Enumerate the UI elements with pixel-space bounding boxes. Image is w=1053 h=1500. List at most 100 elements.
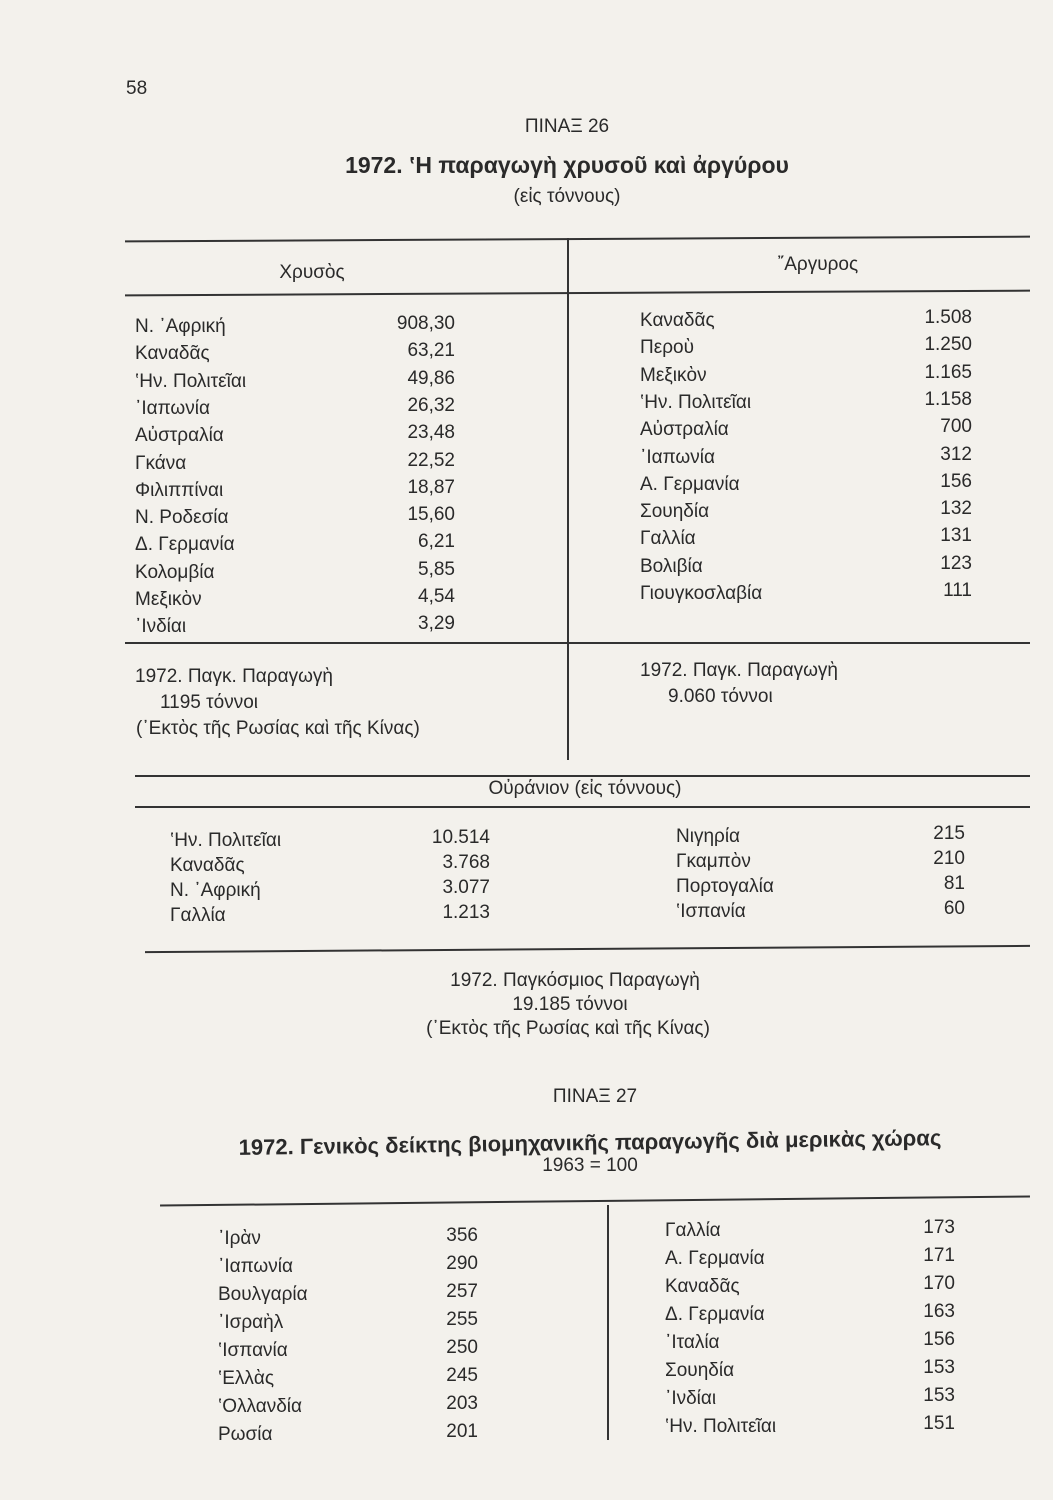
rule xyxy=(125,289,1030,296)
row-value: 153 xyxy=(923,1385,955,1406)
row-value: 700 xyxy=(940,416,972,438)
uranium-total-line: 19.185 τόννοι xyxy=(512,994,628,1015)
row-country: ‛Ολλανδία xyxy=(218,1396,302,1417)
row-value: 201 xyxy=(446,1421,478,1442)
row-country: ‛Ην. Πολιτεῖαι xyxy=(170,830,282,851)
row-country: ᾿Ιαπωνία xyxy=(640,446,715,468)
row-country: Φιλιππίναι xyxy=(135,479,224,501)
row-country: ᾿Ιρὰν xyxy=(218,1228,261,1249)
row-country: ‛Ην. Πολιτεῖαι xyxy=(665,1416,777,1437)
row-value: 245 xyxy=(446,1365,478,1386)
row-value: 153 xyxy=(923,1357,955,1378)
row-value: 1.165 xyxy=(924,361,972,383)
row-country: Καναδᾶς xyxy=(135,343,210,365)
row-country: Αὐστραλία xyxy=(640,419,729,441)
row-value: 257 xyxy=(446,1281,478,1302)
row-value: 250 xyxy=(446,1337,478,1358)
row-value: 156 xyxy=(923,1329,955,1350)
row-country: Γαλλία xyxy=(170,905,226,926)
row-country: Πορτογαλία xyxy=(676,876,774,897)
row-value: 356 xyxy=(446,1225,478,1246)
row-value: 170 xyxy=(923,1273,955,1294)
row-country: Γκαμπὸν xyxy=(676,851,751,872)
row-country: Ν. Ροδεσία xyxy=(135,507,229,529)
row-value: 111 xyxy=(943,580,972,601)
row-value: 10.514 xyxy=(431,827,490,848)
rule xyxy=(125,642,1030,644)
row-country: Ν. ᾿Αφρική xyxy=(170,880,261,901)
row-country: Γαλλία xyxy=(640,528,696,550)
uranium-header: Οὐράνιον (εἰς τόννους) xyxy=(488,778,682,799)
column-divider xyxy=(567,238,569,760)
row-value: 151 xyxy=(923,1413,955,1434)
row-country: Περοὺ xyxy=(640,337,694,359)
row-country: Γιουγκοσλαβία xyxy=(640,583,763,604)
row-value: 131 xyxy=(940,525,972,547)
row-country: Ρωσία xyxy=(218,1424,273,1445)
row-country: Μεξικὸν xyxy=(135,589,202,610)
row-country: ᾿Ιαπωνία xyxy=(135,397,210,419)
row-country: Δ. Γερμανία xyxy=(135,534,235,556)
gold-header: Χρυσὸς xyxy=(279,262,345,283)
row-value: 132 xyxy=(940,498,972,520)
gold-total-line: (᾿Εκτὸς τῆς Ρωσίας καὶ τῆς Κίνας) xyxy=(136,718,420,739)
rule xyxy=(160,1195,1030,1207)
row-value: 156 xyxy=(940,470,972,492)
row-country: Κολομβία xyxy=(135,561,215,583)
row-value: 210 xyxy=(933,848,965,869)
row-value: 63,21 xyxy=(407,340,455,362)
row-value: 60 xyxy=(943,898,965,919)
row-value: 15,60 xyxy=(407,504,455,526)
table26-subtitle: (εἰς τόννους) xyxy=(513,186,621,207)
row-value: 215 xyxy=(933,823,965,844)
row-country: ᾿Ινδίαι xyxy=(665,1388,717,1409)
row-country: Γαλλία xyxy=(665,1220,721,1241)
row-country: Βουλγαρία xyxy=(218,1284,308,1305)
uranium-total-line: (᾿Εκτὸς τῆς Ρωσίας καὶ τῆς Κίνας) xyxy=(426,1018,710,1039)
row-value: 1.508 xyxy=(924,307,972,328)
row-country: ‛Ην. Πολιτεῖαι xyxy=(640,391,752,413)
row-value: 1.213 xyxy=(442,902,490,923)
row-value: 1.158 xyxy=(924,388,972,410)
row-country: Νιγηρία xyxy=(676,826,741,847)
row-value: 312 xyxy=(940,443,972,465)
row-value: 171 xyxy=(923,1245,955,1266)
row-country: Καναδᾶς xyxy=(640,310,715,331)
row-value: 203 xyxy=(446,1393,478,1414)
row-value: 173 xyxy=(923,1217,955,1238)
row-country: ᾿Ισραὴλ xyxy=(218,1312,284,1333)
row-value: 255 xyxy=(446,1309,478,1330)
silver-total-line: 1972. Παγκ. Παραγωγὴ xyxy=(640,660,838,681)
table27-subtitle: 1963 = 100 xyxy=(542,1155,638,1176)
row-value: 908,30 xyxy=(396,313,455,334)
page-number: 58 xyxy=(126,78,148,99)
row-country: Γκάνα xyxy=(135,452,187,474)
row-value: 290 xyxy=(446,1253,478,1274)
row-country: ‛Ισπανία xyxy=(676,901,746,922)
row-country: ᾿Ιταλία xyxy=(665,1332,720,1353)
gold-total-line: 1195 τόννοι xyxy=(160,692,258,713)
rule xyxy=(125,235,1030,242)
row-value: 23,48 xyxy=(407,422,455,444)
row-country: Σουηδία xyxy=(640,501,710,523)
row-value: 3,29 xyxy=(418,613,455,635)
table26-title: 1972. ‛Η παραγωγὴ χρυσοῦ καὶ ἀργύρου xyxy=(345,152,789,178)
row-value: 4,54 xyxy=(418,586,455,607)
row-value: 123 xyxy=(940,552,972,574)
row-country: ᾿Ιαπωνία xyxy=(218,1256,293,1277)
row-value: 49,86 xyxy=(407,367,455,389)
row-value: 22,52 xyxy=(407,449,455,471)
table27-label: ΠΙΝΑΞ 27 xyxy=(552,1086,638,1107)
row-country: Α. Γερμανία xyxy=(665,1248,765,1269)
row-country: Α. Γερμανία xyxy=(640,473,740,495)
row-country: ‛Ελλὰς xyxy=(218,1368,275,1389)
row-country: ‛Ισπανία xyxy=(218,1340,288,1361)
row-value: 6,21 xyxy=(418,531,455,553)
row-country: Βολιβία xyxy=(640,555,703,577)
row-country: ᾿Ινδίαι xyxy=(135,616,187,638)
row-country: Καναδᾶς xyxy=(665,1276,740,1297)
row-country: Σουηδία xyxy=(665,1360,735,1381)
rule xyxy=(135,806,1030,808)
row-country: ‛Ην. Πολιτεῖαι xyxy=(135,370,247,392)
